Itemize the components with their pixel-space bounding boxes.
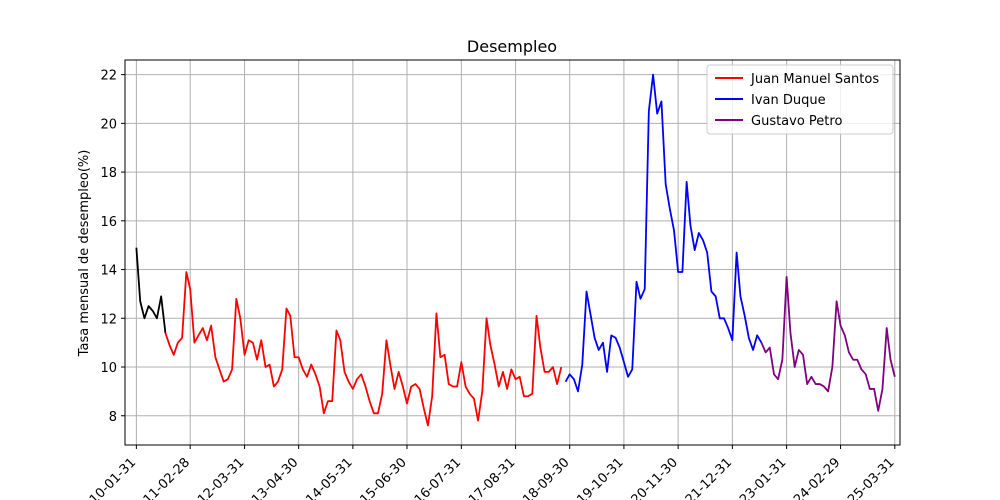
legend-label-juan-manuel-santos: Juan Manuel Santos xyxy=(750,72,879,87)
legend-box xyxy=(706,64,894,135)
legend-label-gustavo-petro: Gustavo Petro xyxy=(751,114,842,129)
plot-frame xyxy=(124,59,901,446)
chart-title: Desempleo xyxy=(467,37,557,56)
y-tick-label: 8 xyxy=(109,410,117,425)
y-tick-label: 22 xyxy=(100,69,117,84)
y-axis: 8 10 12 14 16 18 20 22 xyxy=(100,69,125,425)
y-tick-label: 20 xyxy=(100,117,117,132)
y-tick-label: 18 xyxy=(100,166,117,181)
series-line-unlabeled xyxy=(135,247,167,334)
legend: Juan Manuel Santos Ivan Duque Gustavo Petr… xyxy=(706,64,894,135)
y-tick-label: 16 xyxy=(100,215,117,230)
series-lines xyxy=(135,73,896,427)
series-line-juan-manuel-santos xyxy=(164,271,563,427)
series-line-ivan-duque xyxy=(564,73,763,393)
y-axis-label: Tasa mensual de desempleo(%) xyxy=(77,150,92,358)
series-line-gustavo-petro xyxy=(760,275,896,412)
y-tick-label: 12 xyxy=(100,312,117,327)
y-tick-label: 10 xyxy=(100,361,117,376)
y-tick-label: 14 xyxy=(100,264,117,279)
legend-label-ivan-duque: Ivan Duque xyxy=(751,93,826,108)
